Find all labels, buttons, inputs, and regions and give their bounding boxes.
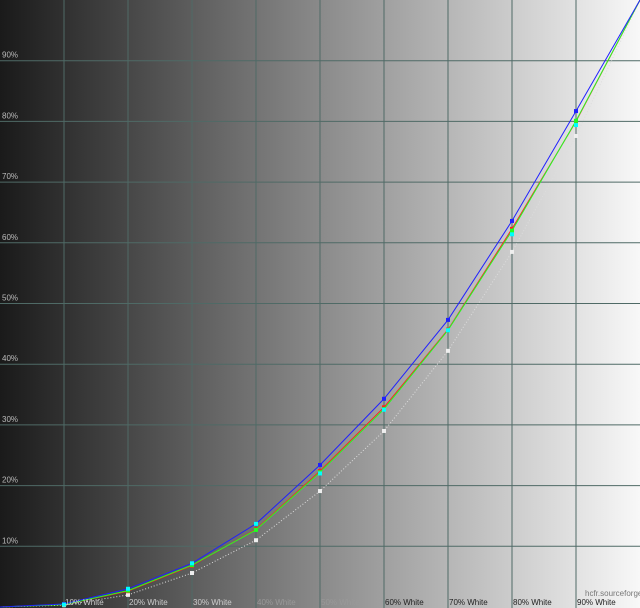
x-tick-label: 10% White (65, 598, 104, 607)
data-point (510, 218, 514, 223)
data-point (510, 228, 514, 233)
data-point (190, 561, 194, 566)
y-tick-label: 30% (2, 415, 18, 424)
data-point (446, 328, 450, 333)
data-point (126, 592, 130, 597)
y-tick-label: 40% (2, 354, 18, 363)
data-point (574, 109, 578, 114)
x-tick-label: 80% White (513, 598, 552, 607)
data-point (62, 602, 66, 607)
y-tick-label: 20% (2, 476, 18, 485)
y-tick-label: 60% (2, 233, 18, 242)
y-tick-label: 10% (2, 536, 18, 545)
data-point (318, 471, 322, 476)
data-point (574, 118, 578, 123)
y-tick-label: 70% (2, 172, 18, 181)
data-point (446, 348, 450, 353)
y-tick-label: 80% (2, 111, 18, 120)
data-point (190, 571, 194, 576)
x-tick-label: 60% White (385, 598, 424, 607)
data-point (254, 521, 258, 526)
data-point (510, 232, 514, 237)
data-point (382, 396, 386, 401)
data-point (254, 527, 258, 532)
data-point (510, 249, 514, 254)
data-point (126, 586, 130, 591)
data-point (574, 123, 578, 128)
watermark: hcfr.sourceforge.net (585, 589, 640, 598)
data-point (254, 538, 258, 543)
data-point (382, 407, 386, 412)
data-point (318, 462, 322, 467)
x-tick-label: 40% White (257, 598, 296, 607)
data-point (574, 133, 578, 138)
x-tick-label: 50% White (321, 598, 360, 607)
y-tick-label: 90% (2, 51, 18, 60)
data-point (382, 428, 386, 433)
x-tick-label: 90% White (577, 598, 616, 607)
x-tick-label: 20% White (129, 598, 168, 607)
x-tick-label: 70% White (449, 598, 488, 607)
data-point (446, 317, 450, 322)
x-tick-label: 30% White (193, 598, 232, 607)
data-point (318, 489, 322, 494)
y-tick-label: 50% (2, 294, 18, 303)
